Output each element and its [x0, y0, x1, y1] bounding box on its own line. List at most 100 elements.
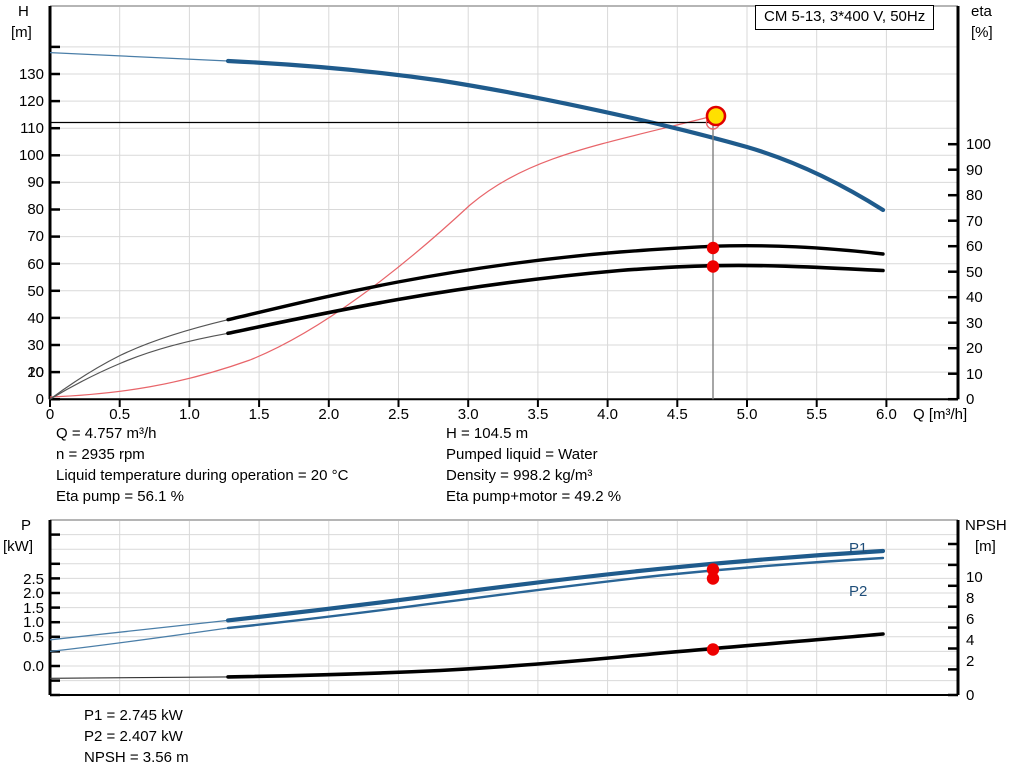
duty-h: H = 104.5 m — [446, 425, 529, 442]
power-npsh-chart: P [kW] NPSH [m] 2.5 2.0 1.5 1.0 0.5 0.0 … — [0, 515, 1024, 705]
p-tick-10: 1.0 — [23, 614, 44, 631]
h-tick-20: 20 — [27, 364, 44, 381]
q-tick-30: 3.0 — [457, 406, 479, 423]
eta-tick-100: 100 — [966, 136, 992, 153]
h-tick-40: 40 — [27, 310, 44, 327]
npsh-duty-dot[interactable] — [706, 643, 720, 656]
npsh-curve — [226, 632, 885, 679]
power-p2: P2 = 2.407 kW — [84, 728, 183, 745]
q-axis-label: Q [m³/h] — [913, 406, 968, 423]
h-tick-130: 130 — [18, 66, 44, 83]
eta-tick-10: 10 — [966, 366, 983, 383]
eta-pump-curve-extension — [49, 319, 229, 400]
duty-eta-pump-motor: Eta pump+motor = 49.2 % — [446, 488, 622, 505]
npsh-axis-unit: [m] — [975, 538, 996, 555]
power-info-block: P1 = 2.745 kW P2 = 2.407 kW NPSH = 3.56 … — [84, 705, 189, 768]
h-tick-10-label: 10 — [27, 364, 44, 381]
p1-curve-extension — [49, 619, 229, 641]
npsh-curve-extension — [49, 676, 229, 679]
p2-curve — [226, 556, 885, 630]
npsh-tick-0: 0 — [966, 687, 975, 704]
eta-tick-40: 40 — [966, 289, 983, 306]
head-curve-extension — [49, 51, 229, 62]
eta-pump-motor-curve-extension — [49, 332, 229, 400]
p2-duty-dot[interactable] — [706, 572, 720, 585]
q-tick-10: 1.0 — [178, 406, 200, 423]
p-tick-15: 1.5 — [23, 600, 44, 617]
h-tick-100: 100 — [18, 147, 44, 164]
q-tick-05: 0.5 — [109, 406, 131, 423]
duty-density: Density = 998.2 kg/m³ — [446, 467, 593, 484]
q-axis-ticks — [49, 399, 888, 407]
duty-point-marker[interactable] — [705, 105, 727, 127]
duty-info-left-column: Q = 4.757 m³/h n = 2935 rpm Liquid tempe… — [56, 423, 348, 507]
vertical-gridlines-lower — [119, 520, 887, 695]
p-tick-00: 0.0 — [23, 658, 44, 675]
eta-pump-motor-curve — [226, 263, 885, 336]
duty-q: Q = 4.757 m³/h — [56, 425, 157, 442]
eta-tick-60: 60 — [966, 238, 983, 255]
horizontal-gridlines-lower — [50, 534, 958, 682]
duty-info-block: Q = 4.757 m³/h n = 2935 rpm Liquid tempe… — [0, 420, 1024, 510]
npsh-tick-8: 8 — [966, 590, 975, 607]
head-eta-chart: H [m] eta [%] 130 120 110 100 90 80 70 6… — [11, 3, 993, 423]
q-tick-40: 4.0 — [597, 406, 619, 423]
power-p1: P1 = 2.745 kW — [84, 707, 183, 724]
p2-curve-tag: P2 — [849, 583, 868, 600]
eta-axis-label: eta — [971, 3, 992, 20]
eta-tick-70: 70 — [966, 213, 983, 230]
plot-background — [50, 6, 958, 400]
eta-tick-0: 0 — [966, 391, 975, 408]
p-axis-unit: [kW] — [3, 538, 33, 555]
eta-tick-30: 30 — [966, 315, 983, 332]
eta-tick-80: 80 — [966, 187, 983, 204]
duty-n: n = 2935 rpm — [56, 446, 145, 463]
h-tick-90: 90 — [27, 174, 44, 191]
eta-axis-unit: [%] — [971, 24, 993, 41]
q-tick-55: 5.5 — [806, 406, 828, 423]
duty-pumped-liquid: Pumped liquid = Water — [446, 446, 598, 463]
q-tick-15: 1.5 — [248, 406, 270, 423]
h-tick-110: 110 — [20, 120, 44, 137]
q-tick-50: 5.0 — [736, 406, 758, 423]
vertical-gridlines — [119, 6, 887, 400]
eta-tick-90: 90 — [966, 162, 983, 179]
eta-tick-50: 50 — [966, 264, 983, 281]
q-tick-60: 6.0 — [875, 406, 897, 423]
duty-liquid-temp: Liquid temperature during operation = 20… — [56, 467, 349, 484]
eta-pump-duty-dot[interactable] — [706, 241, 720, 255]
npsh-tick-4: 4 — [966, 632, 975, 649]
npsh-tick-2: 2 — [966, 653, 975, 670]
q-tick-45: 4.5 — [666, 406, 688, 423]
npsh-tick-6: 6 — [966, 611, 975, 628]
h-tick-80: 80 — [27, 201, 44, 218]
h-axis-ticks — [50, 45, 60, 401]
p-tick-20: 2.0 — [23, 585, 44, 602]
npsh-tick-10: 10 — [966, 569, 983, 586]
duty-info-right-column: H = 104.5 m Pumped liquid = Water Densit… — [446, 423, 621, 507]
eta-pump-motor-duty-dot[interactable] — [706, 260, 720, 273]
horizontal-gridlines — [50, 46, 958, 373]
h-axis-unit: [m] — [11, 24, 32, 41]
h-tick-120: 120 — [18, 93, 44, 110]
duty-eta-pump: Eta pump = 56.1 % — [56, 488, 184, 505]
p2-curve-extension — [49, 627, 229, 653]
h-tick-60: 60 — [27, 256, 44, 273]
h-tick-0: 0 — [35, 391, 44, 408]
p-tick-05: 0.5 — [23, 629, 44, 646]
npsh-axis-ticks — [948, 542, 958, 697]
eta-axis-ticks — [948, 142, 958, 401]
pump-model-title: CM 5-13, 3*400 V, 50Hz — [755, 5, 935, 30]
q-tick-25: 2.5 — [388, 406, 409, 423]
p1-curve-tag: P1 — [849, 540, 868, 557]
q-tick-0: 0 — [45, 406, 55, 423]
head-eta-chart-svg — [48, 5, 960, 407]
p1-duty-dot[interactable] — [706, 563, 720, 576]
eta-tick-20: 20 — [966, 340, 983, 357]
p-tick-25: 2.5 — [23, 571, 44, 588]
h-tick-70: 70 — [27, 228, 44, 245]
q-tick-35: 3.5 — [527, 406, 549, 423]
h-tick-50: 50 — [27, 283, 44, 300]
power-npsh-chart-svg — [48, 519, 960, 697]
